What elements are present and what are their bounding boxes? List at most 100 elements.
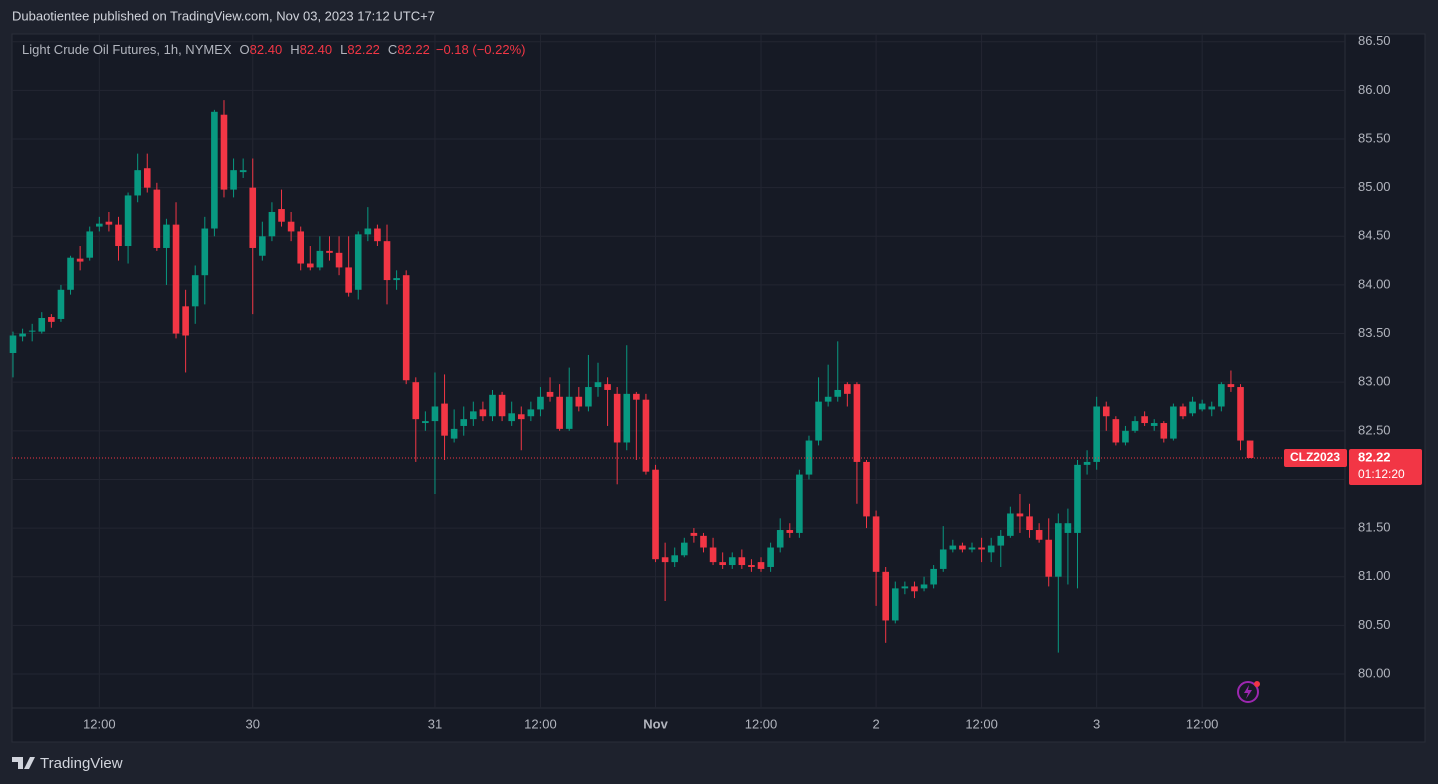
- candle-body: [9, 335, 17, 354]
- x-tick-label: 30: [246, 716, 260, 731]
- candle-body: [153, 189, 161, 248]
- y-tick-label: 80.50: [1358, 617, 1391, 632]
- candle-body: [728, 557, 736, 566]
- candle-body: [201, 228, 209, 276]
- candle-body: [556, 396, 563, 429]
- candle-body: [38, 317, 46, 332]
- candle-body: [1055, 523, 1062, 577]
- candle-body: [987, 545, 995, 553]
- candle-body: [1141, 416, 1148, 424]
- candle-body: [163, 224, 170, 248]
- candle-body: [882, 571, 889, 621]
- candle-body: [891, 588, 899, 621]
- candle-body: [28, 330, 36, 332]
- candle-body: [565, 396, 573, 429]
- candle-body: [1074, 464, 1081, 533]
- candle-body: [508, 413, 515, 422]
- attribution: Dubaotientee published on TradingView.co…: [12, 8, 435, 23]
- alert-bolt: [1244, 685, 1252, 699]
- x-tick-label: 3: [1093, 716, 1100, 731]
- candle-body: [1122, 430, 1129, 443]
- candle-body: [441, 403, 448, 436]
- candle-body: [1227, 384, 1235, 388]
- candle-body: [431, 406, 439, 422]
- candle-body: [681, 542, 688, 556]
- candle-body: [1026, 516, 1033, 531]
- candle-body: [939, 549, 947, 569]
- candle-body: [306, 263, 314, 268]
- candle-body: [460, 419, 468, 426]
- candle-body: [316, 250, 324, 268]
- candle-body: [1208, 406, 1216, 410]
- candle-body: [67, 257, 74, 290]
- candle-body: [105, 221, 113, 225]
- y-tick-label: 81.00: [1358, 568, 1391, 583]
- candle-body: [930, 568, 937, 585]
- y-tick-label: 81.50: [1358, 520, 1391, 535]
- candle-body: [1218, 384, 1225, 407]
- candle-body: [757, 562, 765, 569]
- candle-body: [546, 391, 554, 397]
- candle-body: [1112, 419, 1120, 443]
- change: −0.18 (−0.22%): [436, 42, 526, 57]
- candle-body: [661, 557, 669, 563]
- candle-body: [345, 267, 352, 293]
- candle-body: [1198, 403, 1206, 410]
- candle-body: [124, 195, 132, 247]
- candle-body: [76, 258, 84, 262]
- x-tick-label: 12:00: [965, 716, 998, 731]
- y-tick-label: 85.50: [1358, 130, 1391, 145]
- candle-body: [249, 187, 257, 248]
- alert-dot: [1254, 681, 1260, 687]
- candle-body: [172, 224, 180, 334]
- candle-body: [143, 168, 151, 188]
- candle-body: [959, 545, 966, 550]
- ohlc-key: C: [388, 42, 397, 57]
- candle-body: [537, 396, 544, 410]
- symbol-label: CLZ2023: [1290, 450, 1340, 464]
- candle-body: [1007, 513, 1014, 536]
- candle-body: [230, 170, 237, 190]
- candle-body: [220, 114, 228, 190]
- candle-body: [853, 384, 861, 462]
- candle-body: [920, 584, 928, 589]
- candle-body: [585, 387, 592, 407]
- ohlc-key: H: [290, 42, 299, 57]
- candle-body: [1150, 423, 1158, 426]
- candle-body: [383, 241, 391, 281]
- candle-body: [690, 532, 698, 536]
- candle-body: [239, 170, 247, 173]
- candle-body: [901, 586, 909, 589]
- candle-body: [402, 275, 410, 381]
- candle-body: [949, 545, 957, 550]
- brand[interactable]: TradingView: [12, 755, 123, 772]
- candle-body: [796, 474, 803, 533]
- candle-body: [786, 530, 794, 533]
- candle-body: [268, 211, 276, 237]
- candle-body: [517, 414, 525, 420]
- candle-body: [738, 557, 746, 566]
- ohlc-value: 82.40: [250, 42, 283, 57]
- alert-icon[interactable]: [1237, 681, 1260, 703]
- x-tick-label: 12:00: [1186, 716, 1219, 731]
- x-tick-label: 31: [428, 716, 442, 731]
- candle-body: [211, 111, 218, 229]
- candle-body: [767, 547, 774, 567]
- candle-body: [326, 250, 333, 253]
- candle-body: [412, 382, 420, 420]
- y-tick-label: 83.00: [1358, 374, 1391, 389]
- y-tick-label: 86.50: [1358, 33, 1391, 48]
- ohlc-key: L: [340, 42, 347, 57]
- candle-body: [1189, 401, 1196, 414]
- candle-body: [479, 409, 487, 417]
- candle-body: [335, 252, 343, 268]
- candle-body: [1035, 530, 1043, 540]
- candle-body: [1237, 387, 1244, 441]
- candle-body: [115, 224, 122, 247]
- candle-body: [259, 236, 266, 256]
- candle-body: [278, 209, 285, 222]
- candle-body: [374, 228, 381, 242]
- candle-body: [844, 384, 851, 394]
